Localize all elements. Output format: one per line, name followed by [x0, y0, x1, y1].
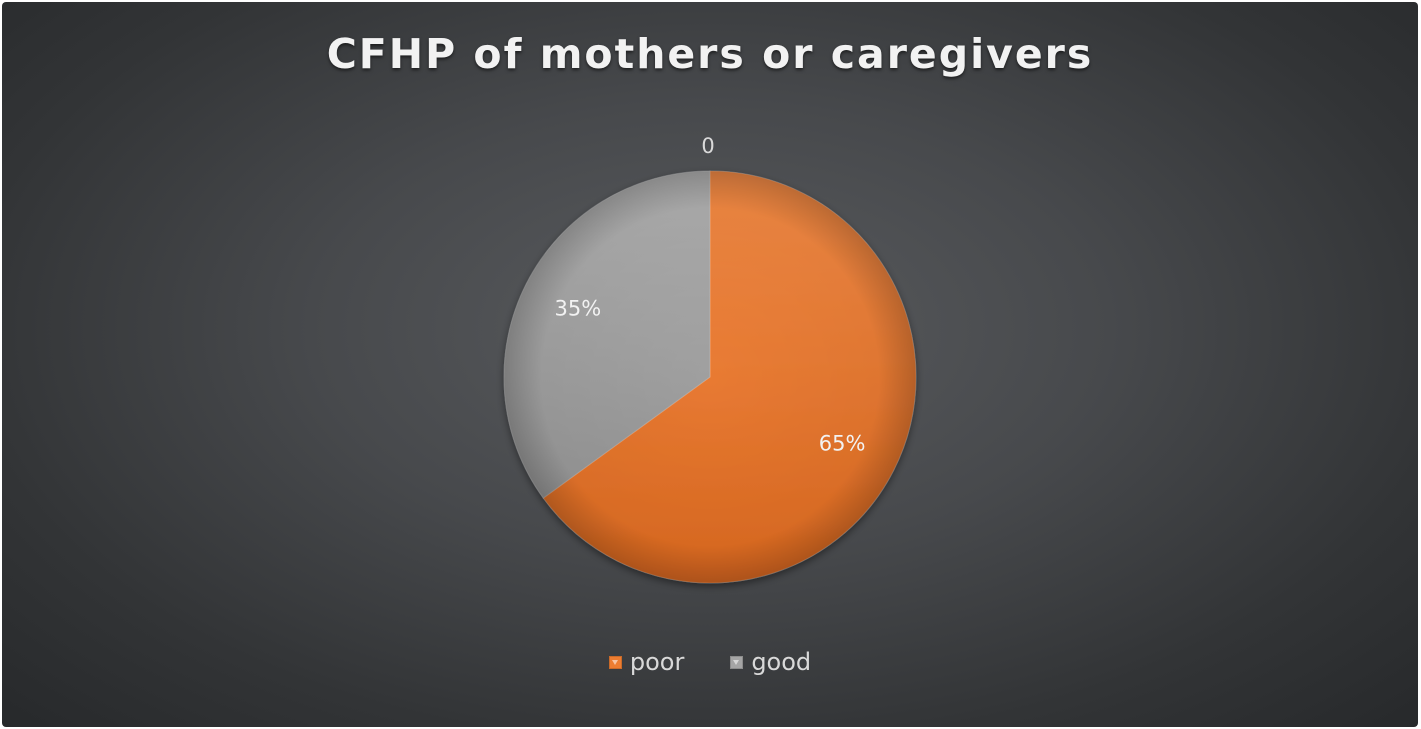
legend-swatch-good	[730, 655, 744, 669]
legend: poor good	[2, 648, 1418, 676]
legend-item-poor[interactable]: poor	[608, 648, 685, 676]
legend-label-poor: poor	[629, 648, 685, 676]
data-label-poor: 65%	[819, 431, 866, 455]
legend-item-good[interactable]: good	[730, 648, 811, 676]
legend-swatch-poor	[608, 655, 622, 669]
legend-label-good: good	[751, 648, 812, 676]
data-label-good: 35%	[555, 297, 602, 321]
data-label-zero: 0	[701, 134, 714, 158]
chart-title: CFHP of mothers or caregivers	[326, 30, 1094, 78]
